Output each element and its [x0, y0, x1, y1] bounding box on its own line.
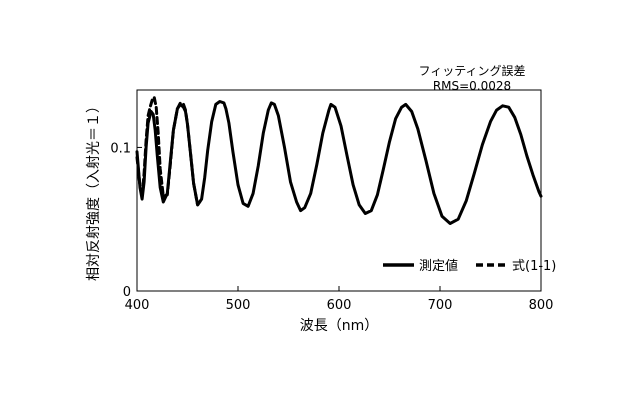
fitting-error-value: RMS=0.0028	[433, 79, 511, 93]
x-tick-label-0: 400	[125, 298, 150, 313]
legend-label-measured: 測定値	[419, 258, 458, 274]
x-axis-title: 波長（nm）	[300, 318, 379, 334]
legend: 測定値 式(1-1)	[383, 258, 556, 274]
y-axis-title: 相対反射強度（入射光＝１）	[86, 99, 102, 281]
y-tick-label-1: 0.1	[110, 141, 131, 156]
x-tick-label-3: 700	[428, 298, 453, 313]
x-tick-label-4: 800	[529, 298, 554, 313]
x-tick-label-2: 600	[327, 298, 352, 313]
y-axis: 00.1	[110, 141, 142, 300]
y-tick-label-0: 0	[123, 285, 131, 300]
x-axis: 400 500 600 700 800	[125, 286, 554, 313]
fitting-error-title: フィッティング誤差	[418, 63, 525, 78]
legend-label-formula: 式(1-1)	[512, 259, 556, 274]
x-tick-label-1: 500	[226, 298, 251, 313]
series-line-1	[135, 95, 204, 207]
series-layer	[135, 95, 543, 225]
